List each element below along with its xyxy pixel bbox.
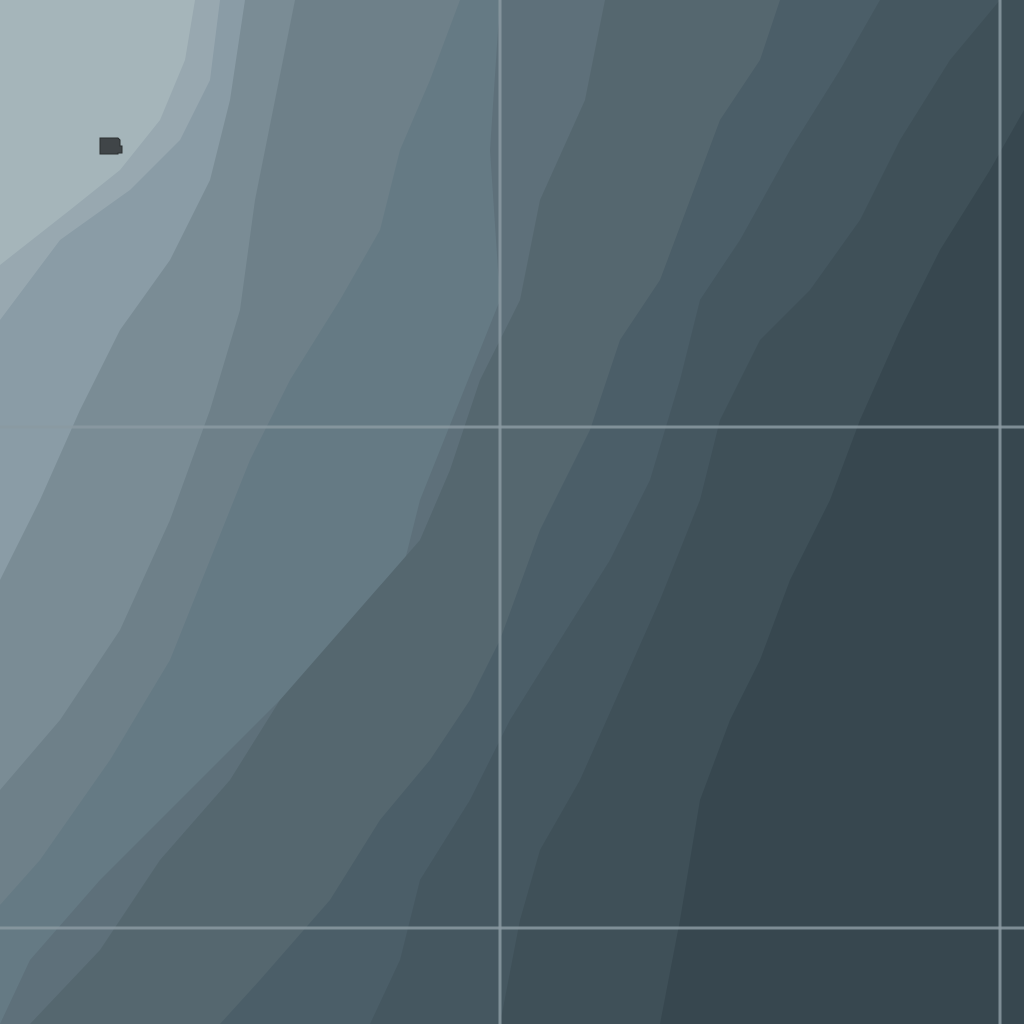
sd-card-icon[interactable] [99,137,123,155]
terrain-band-11 [660,0,1024,1024]
